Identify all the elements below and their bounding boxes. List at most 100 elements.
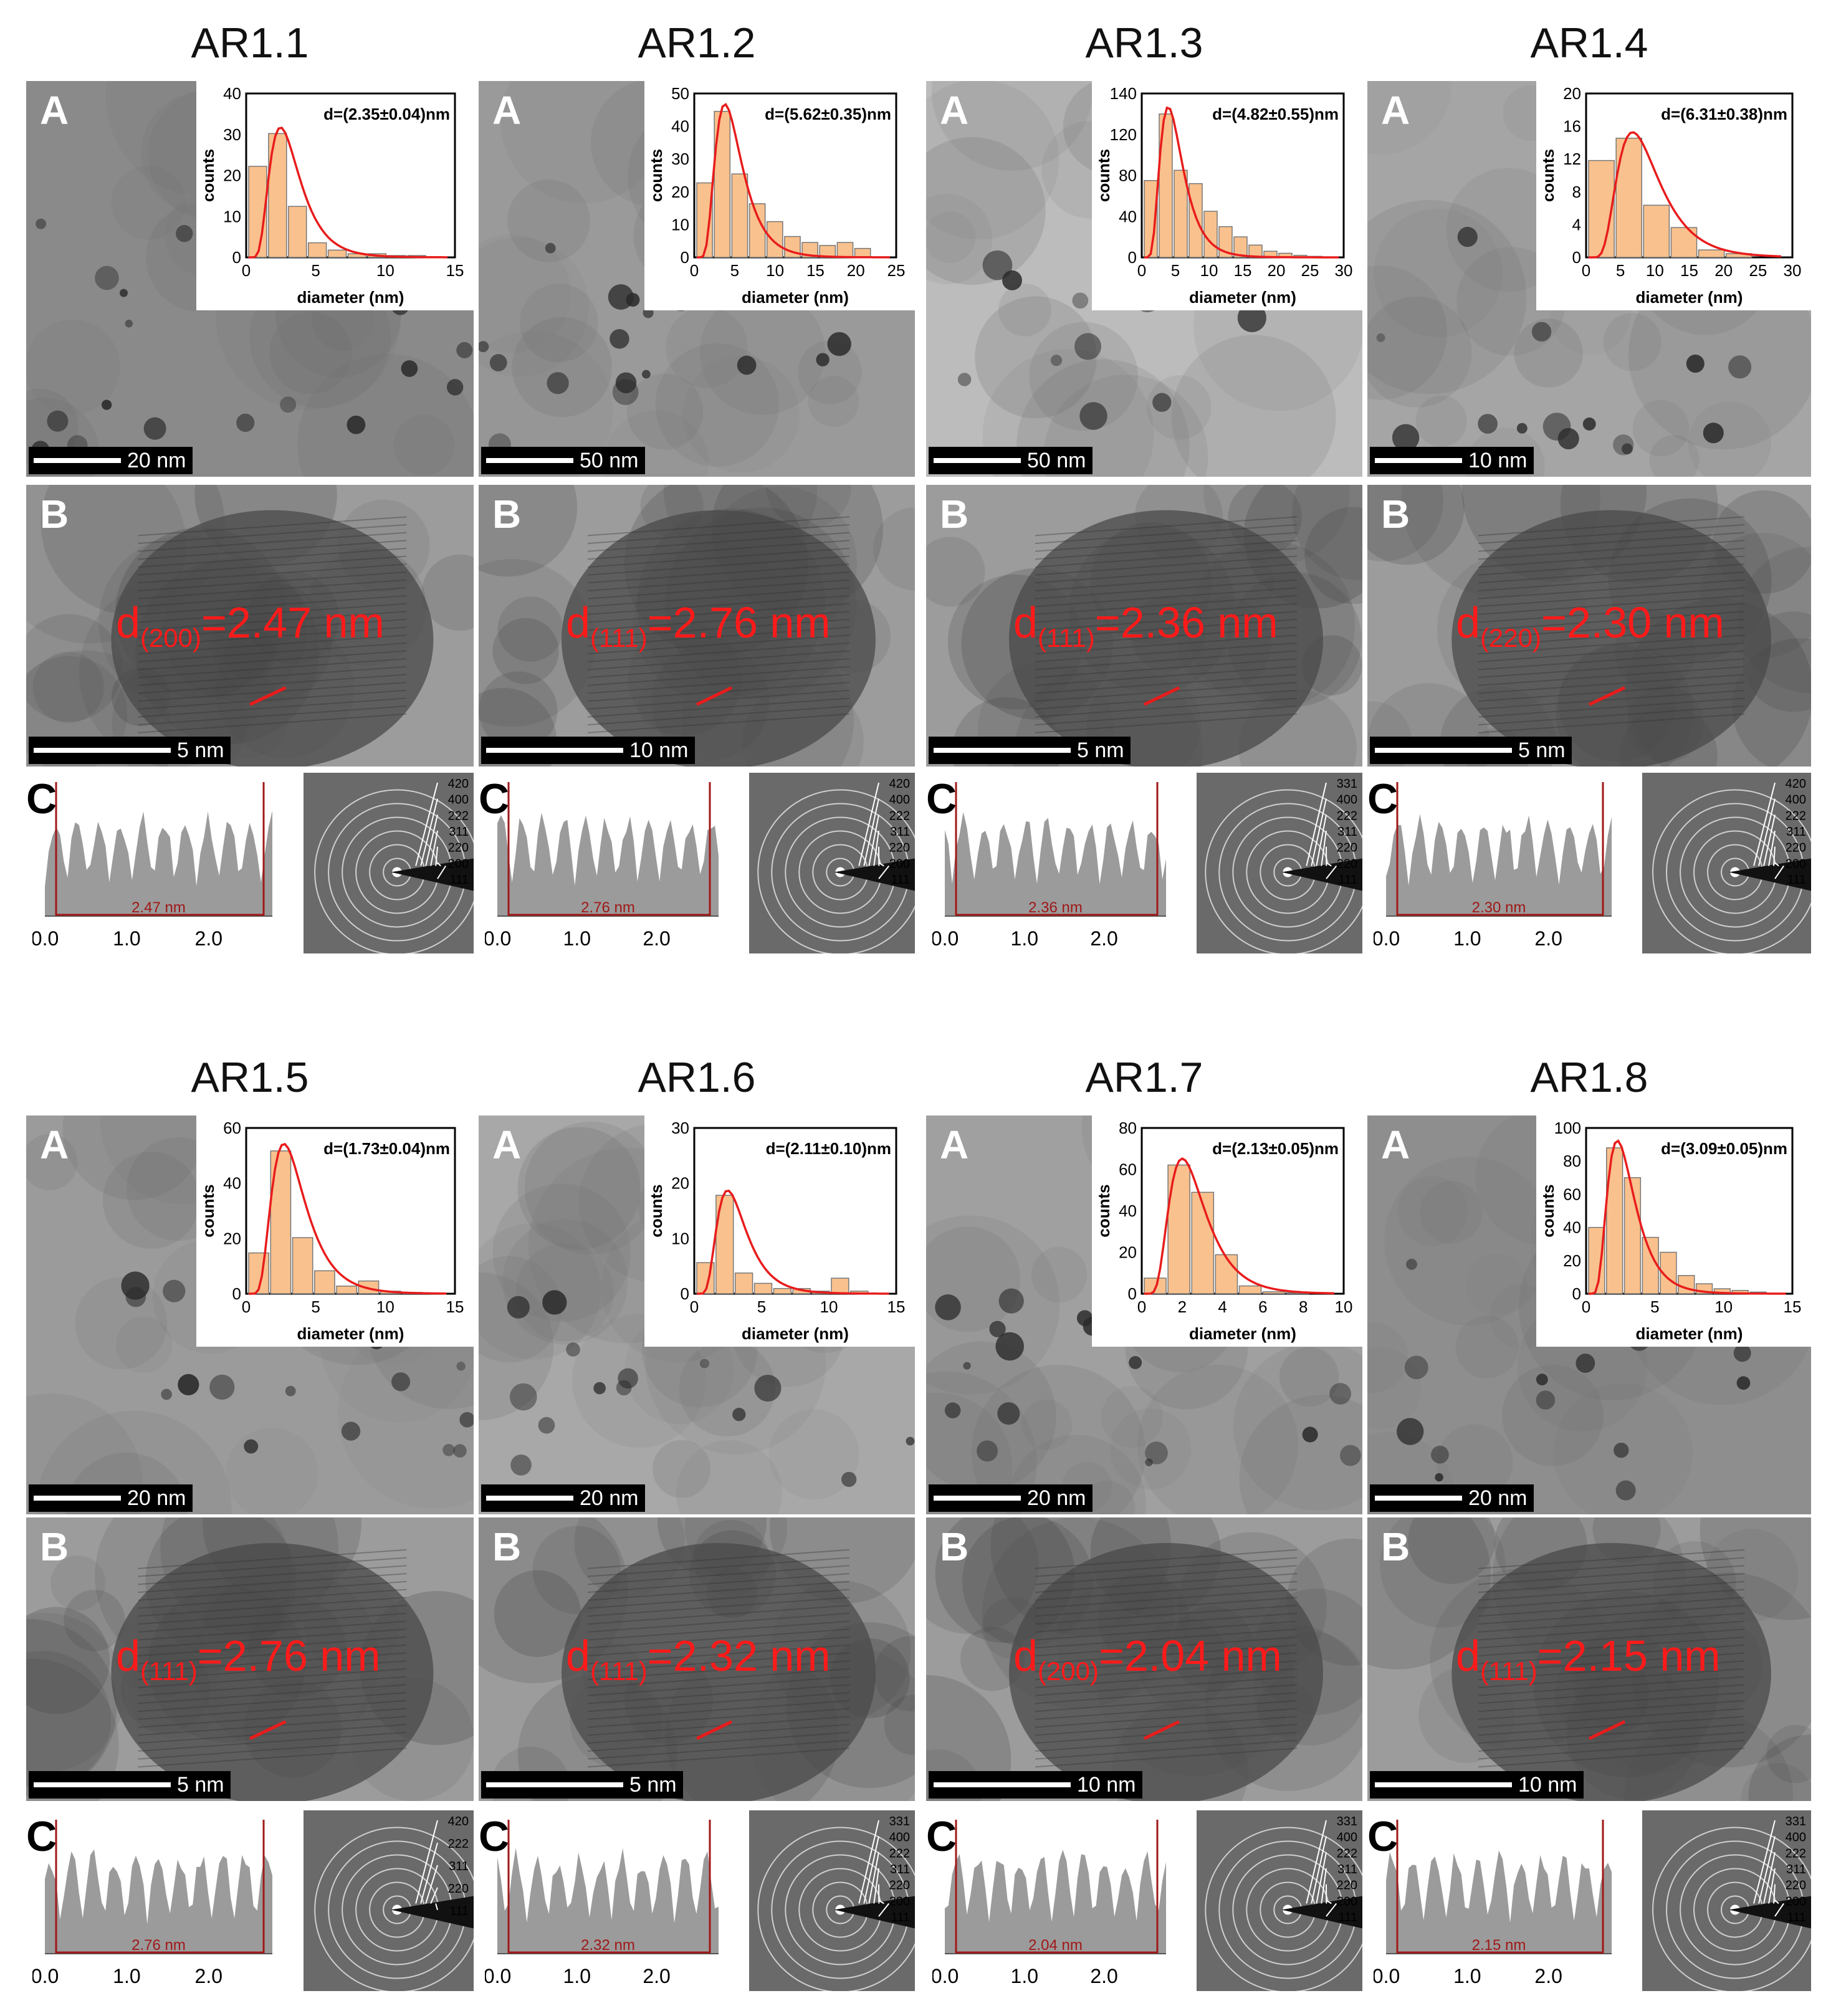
lattice-fringe (138, 1620, 407, 1641)
scale-bar: 10 nm (481, 737, 695, 764)
lattice-fringe (1478, 1549, 1745, 1569)
y-axis-label: counts (1539, 1184, 1557, 1237)
particle-body (1451, 1543, 1771, 1801)
texture-blob (102, 1152, 200, 1249)
panel-letter-c: C (26, 1813, 57, 1860)
texture-blob (926, 193, 993, 285)
scale-bar-line (1375, 1496, 1462, 1501)
texture-blob (1632, 399, 1690, 457)
nanoparticle (1576, 1354, 1595, 1373)
profile-fill (1386, 1850, 1612, 1954)
histogram-bar (1174, 170, 1188, 258)
texture-blob (32, 651, 104, 723)
ring-index-label: 222 (1337, 809, 1357, 823)
lattice-fringe (587, 626, 850, 647)
nanoparticle (547, 372, 569, 394)
lattice-fringe (1478, 618, 1745, 639)
nanoparticle (479, 341, 489, 353)
lattice-fringe (1478, 1620, 1745, 1641)
beam-stopper (834, 858, 915, 891)
fit-curve (249, 1142, 447, 1295)
scale-bar-line (934, 1782, 1071, 1787)
lattice-marker (1588, 1720, 1626, 1741)
spacing-bracket (955, 782, 1159, 916)
texture-blob (926, 1215, 1060, 1395)
lattice-fringe (587, 1628, 850, 1649)
panel-letter-a: A (40, 1122, 69, 1167)
lattice-fringe (138, 1731, 407, 1752)
texture-blob (519, 284, 598, 363)
panel-letter-a: A (40, 88, 69, 133)
scale-bar-line (1375, 748, 1512, 753)
profile-spacing-label: 2.32 nm (581, 1937, 635, 1954)
lattice-fringe (587, 555, 850, 576)
lattice-fringe (1478, 1573, 1745, 1593)
y-tick-label: 20 (1563, 1251, 1581, 1270)
ring-index-label: 400 (1786, 1831, 1806, 1845)
tem-overview-panel: A 20 nm 0 5 10 15 0 20 40 60 diameter (nm) counts d=… (26, 1115, 474, 1514)
nanoparticle (1129, 1355, 1142, 1369)
texture-blob (666, 306, 748, 388)
lattice-marker (249, 686, 287, 706)
y-axis-label: counts (1094, 1184, 1113, 1237)
lattice-fringe (1478, 1636, 1745, 1657)
y-tick-label: 120 (1110, 125, 1137, 144)
x-tick-label: 10 (1714, 1297, 1733, 1316)
y-axis-label: counts (199, 149, 218, 202)
lattice-fringe (1478, 524, 1745, 545)
y-axis-label: counts (1094, 149, 1113, 202)
nanoparticle (280, 396, 297, 413)
lattice-fringe (1478, 1644, 1745, 1665)
beam-stopper (1729, 1896, 1811, 1929)
fit-curve (697, 1189, 889, 1295)
nanoparticle (732, 1408, 746, 1421)
nanoparticle (1376, 333, 1385, 342)
panel-letter-b: B (492, 492, 522, 537)
ring-index-leader (878, 865, 890, 879)
ring-index-label: 400 (1337, 1831, 1357, 1845)
lattice-fringe (1478, 1692, 1745, 1713)
nanoparticle (1237, 303, 1266, 333)
lattice-fringe (1035, 1605, 1298, 1625)
ring-index-leader (878, 1899, 884, 1904)
texture-blob (1021, 1399, 1073, 1450)
texture-blob (26, 1613, 125, 1772)
sample-title: AR1.7 (1085, 1054, 1203, 1101)
ring-index-label: 311 (1786, 1863, 1806, 1876)
saed-pattern: 420 400 222 311 220 200 111 (304, 773, 474, 953)
y-tick-label: 40 (1119, 207, 1137, 226)
lattice-fringe (587, 1612, 850, 1633)
ring-index-label: 200 (448, 857, 469, 871)
ring-index-leader (1311, 1836, 1327, 1904)
lattice-spacing-label: d(111)=2.15 nm (1456, 1631, 1721, 1686)
histogram-bar (801, 242, 818, 258)
lattice-fringe (138, 1676, 407, 1696)
x-tick-label: 15 (446, 1297, 464, 1316)
lattice-spacing-label: d(111)=2.76 nm (116, 1631, 381, 1686)
nanoparticle (1406, 1258, 1417, 1270)
texture-blob (512, 317, 612, 418)
ring-index-label: 331 (889, 1815, 910, 1828)
nanoparticle (125, 319, 133, 328)
x-tick-label: 15 (1680, 261, 1698, 280)
nanoparticle (459, 1412, 474, 1428)
scale-bar-label: 20 nm (127, 1486, 186, 1510)
nanoparticle (998, 1288, 1024, 1314)
profile-tick-label: 0.0 (932, 1965, 959, 1987)
lattice-fringe (587, 697, 850, 718)
lattice-fringe (1478, 611, 1745, 631)
lattice-fringe (1478, 1676, 1745, 1696)
ring-index-leader (1321, 1868, 1327, 1904)
hrtem-image (926, 485, 1362, 767)
profile-tick-label: 1.0 (563, 1965, 591, 1987)
x-axis-label: diameter (nm) (297, 288, 404, 307)
nanoparticle (737, 355, 757, 375)
lattice-fringe (587, 634, 850, 655)
texture-blob (338, 1318, 474, 1509)
lattice-fringe (1478, 1716, 1745, 1736)
spacing-value: =2.76 nm (647, 598, 831, 647)
scale-bar: 5 nm (29, 737, 231, 764)
